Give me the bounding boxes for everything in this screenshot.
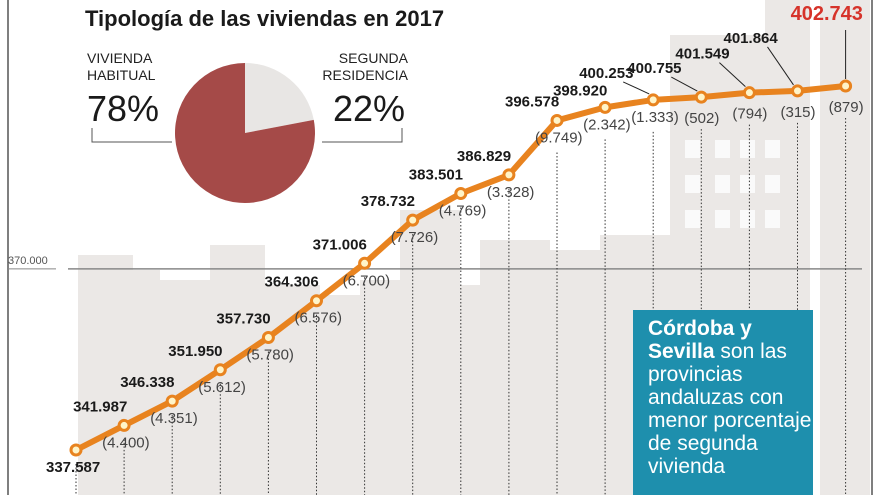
increment-label: (2.342) bbox=[583, 116, 631, 133]
pie-label-segunda: SEGUNDA RESIDENCIA bbox=[322, 50, 408, 83]
data-point bbox=[598, 100, 612, 114]
building-window bbox=[765, 210, 780, 228]
data-point bbox=[550, 113, 564, 127]
leader-line bbox=[767, 46, 794, 86]
pie-label-habitual: VIVIENDA HABITUAL bbox=[87, 50, 156, 83]
increment-label: (5.780) bbox=[246, 346, 294, 363]
leader-line bbox=[719, 62, 746, 88]
value-label: 351.950 bbox=[168, 343, 222, 360]
pie-slice bbox=[174, 63, 315, 204]
increment-label: (315) bbox=[781, 104, 816, 121]
callout-text: son las provincias andaluzas con menor p… bbox=[648, 340, 812, 478]
value-label: 398.920 bbox=[553, 82, 607, 99]
data-point bbox=[454, 186, 468, 200]
value-label: 401.864 bbox=[724, 30, 779, 47]
data-point bbox=[791, 84, 804, 98]
data-point bbox=[646, 93, 660, 107]
increment-label: (5.612) bbox=[198, 379, 246, 396]
value-label: 396.578 bbox=[505, 93, 559, 110]
increment-label: (502) bbox=[684, 110, 719, 127]
data-point bbox=[358, 256, 372, 270]
data-point bbox=[261, 330, 275, 344]
building bbox=[480, 240, 550, 495]
building-window bbox=[715, 210, 730, 228]
pie-pct-habitual: 78% bbox=[87, 88, 160, 129]
building-window bbox=[740, 140, 755, 158]
increment-label: (4.769) bbox=[439, 202, 487, 219]
increment-label: (4.400) bbox=[102, 434, 150, 451]
increment-label: (9.749) bbox=[535, 129, 583, 146]
increment-label: (3.328) bbox=[487, 184, 535, 201]
data-point bbox=[213, 363, 227, 377]
building-window bbox=[765, 175, 780, 193]
data-point bbox=[839, 79, 853, 93]
data-point bbox=[69, 443, 83, 457]
leader-line bbox=[671, 76, 698, 92]
building bbox=[820, 0, 870, 495]
building bbox=[320, 295, 365, 495]
building-window bbox=[685, 175, 700, 193]
value-label: 402.743 bbox=[791, 3, 863, 25]
value-label: 378.732 bbox=[361, 193, 415, 210]
value-label: 371.006 bbox=[313, 236, 367, 253]
building-window bbox=[685, 140, 700, 158]
leader-line bbox=[622, 81, 650, 95]
value-label: 346.338 bbox=[120, 374, 174, 391]
building-window bbox=[715, 140, 730, 158]
increment-label: (6.576) bbox=[295, 310, 343, 327]
building-window bbox=[740, 175, 755, 193]
pie-slice bbox=[245, 63, 314, 133]
pie-bracket-left bbox=[91, 128, 172, 143]
callout-box: Córdoba y Sevilla son las provincias and… bbox=[633, 310, 813, 495]
pie-pct-segunda: 22% bbox=[333, 88, 406, 129]
increment-label: (7.726) bbox=[391, 229, 439, 246]
data-point bbox=[406, 213, 420, 227]
value-label: 337.587 bbox=[46, 459, 100, 476]
building-window bbox=[685, 210, 700, 228]
value-label: 401.549 bbox=[675, 46, 729, 63]
building-window bbox=[740, 210, 755, 228]
value-label: 386.829 bbox=[457, 148, 511, 165]
callout-bold: Córdoba y Sevilla bbox=[648, 317, 752, 363]
data-point bbox=[117, 418, 131, 432]
building-window bbox=[765, 140, 780, 158]
building-window bbox=[715, 175, 730, 193]
data-point bbox=[310, 294, 323, 308]
value-label: 364.306 bbox=[265, 274, 319, 291]
increment-label: (6.700) bbox=[343, 272, 391, 289]
value-label: 400.755 bbox=[627, 60, 681, 77]
value-label: 341.987 bbox=[73, 398, 127, 415]
value-label: 400.253 bbox=[579, 65, 633, 82]
data-point bbox=[694, 90, 708, 104]
increment-label: (1.333) bbox=[631, 109, 679, 126]
value-label: 383.501 bbox=[409, 166, 463, 183]
building bbox=[400, 210, 460, 495]
value-label: 357.730 bbox=[216, 310, 270, 327]
pie-title: Tipología de las viviendas en 2017 bbox=[85, 6, 445, 31]
data-point bbox=[165, 394, 179, 408]
pie-bracket-right bbox=[322, 128, 403, 143]
reference-label: 370.000 bbox=[8, 255, 48, 267]
data-point bbox=[742, 86, 756, 100]
increment-label: (879) bbox=[829, 99, 864, 116]
increment-label: (4.351) bbox=[150, 410, 198, 427]
data-point bbox=[502, 168, 516, 182]
increment-label: (794) bbox=[732, 106, 767, 123]
building bbox=[550, 250, 600, 495]
